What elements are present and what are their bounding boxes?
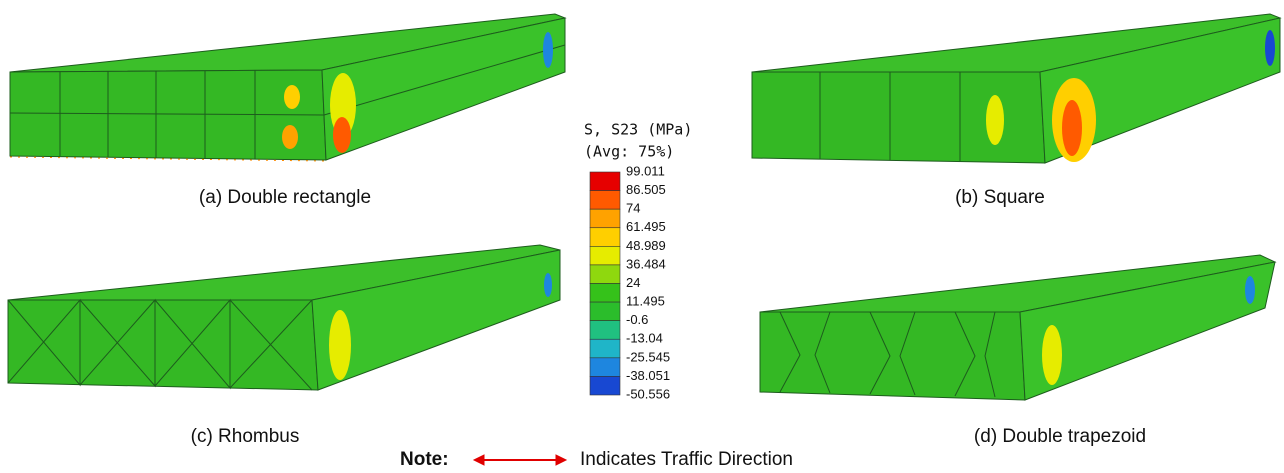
color-band [590,339,620,358]
caption: (a) Double rectangle [199,187,371,208]
legend-label: 36.484 [626,256,666,271]
color-band [590,172,620,191]
legend-label: 24 [626,275,640,290]
legend-label: -50.556 [626,386,670,401]
color-band [590,191,620,210]
model-c [8,245,560,390]
note-label: Note: [400,449,449,470]
legend-title: S, S23 (MPa) [584,121,692,139]
caption: (b) Square [955,187,1045,208]
legend-label: 61.495 [626,219,666,234]
color-band [590,302,620,321]
color-band [590,376,620,395]
caption: (d) Double trapezoid [974,426,1146,447]
color-band [590,265,620,284]
model-d [760,255,1275,400]
legend-label: 86.505 [626,182,666,197]
legend-label: -0.6 [626,312,648,327]
legend-label: 11.495 [626,294,665,309]
colorbar: 99.011 86.505 74 61.495 48.989 36.484 24 11.495… [590,163,670,401]
color-band [590,209,620,228]
arrow [474,455,566,465]
legend-subtitle: (Avg: 75%) [584,143,674,161]
legend-label: 74 [626,201,640,216]
legend-label: -13.04 [626,331,663,346]
legend-label: -38.051 [626,368,670,383]
color-band [590,228,620,247]
color-band [590,321,620,340]
figure: (a) Double rectangle (b) Square (c) Rhom… [0,0,1284,473]
color-band [590,284,620,303]
caption: (c) Rhombus [191,426,300,447]
legend-label: -25.545 [626,349,670,364]
model-b [752,14,1280,163]
color-band [590,246,620,265]
color-band [590,358,620,377]
note-text: Indicates Traffic Direction [580,449,793,470]
model-a [10,14,565,161]
legend-label: 99.011 [626,163,665,178]
legend-label: 48.989 [626,238,666,253]
